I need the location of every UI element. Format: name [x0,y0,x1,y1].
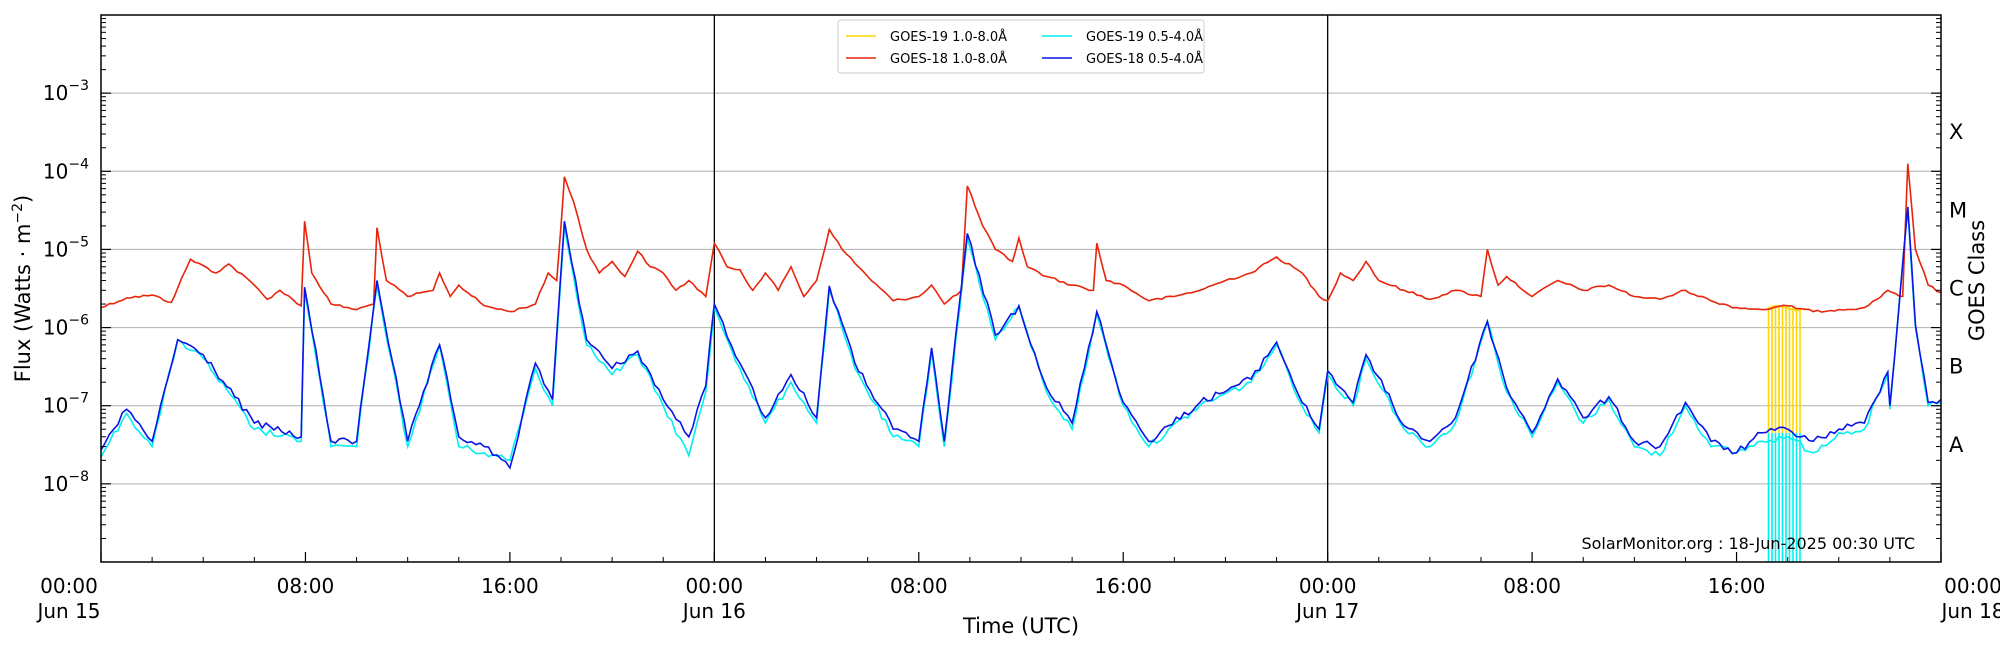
x-tick-date-label: Jun 17 [1294,599,1359,623]
y-tick-label: 10−3 [43,78,89,105]
x-tick-label: 00:00 [40,574,98,598]
x-tick-label: 00:00 [1299,574,1357,598]
y-axis-title: Flux (Watts · m−2) [10,195,35,383]
goes-class-label: B [1949,355,1963,379]
series-lines [100,163,1942,562]
goes-class-label: C [1949,277,1964,301]
x-tick-label: 08:00 [1503,574,1561,598]
y-axis-ticks: 10−8 10−7 10−6 10−5 10−4 10−3 [43,18,1941,539]
series-line-goes18-long [100,163,1942,313]
goes-class-axis-title: GOES Class [1965,220,1989,341]
y-tick-label: 10−6 [43,313,89,340]
grid-lines [101,92,1941,485]
y-tick-label: 10−8 [43,469,89,496]
goes-class-label: A [1949,433,1964,457]
legend-label: GOES-18 1.0-8.0Å [890,51,1007,67]
source-annotation: SolarMonitor.org : 18-Jun-2025 00:30 UTC [1581,534,1915,553]
goes-class-label: M [1949,198,1967,222]
x-tick-label: 00:00 [686,574,744,598]
goes-class-labels: A B C M X [1949,120,1967,457]
x-axis-title: Time (UTC) [962,614,1079,638]
x-tick-label: 16:00 [1708,574,1766,598]
x-tick-date-label: Jun 15 [35,599,100,623]
series-line-goes18-short [100,206,1942,470]
y-tick-label: 10−5 [43,234,89,261]
x-tick-label: 16:00 [481,574,539,598]
day-boundaries [713,15,1329,562]
x-tick-label: 00:00 [1944,574,2000,598]
goes-class-label: X [1949,120,1963,144]
legend: GOES-19 1.0-8.0Å GOES-19 0.5-4.0Å GOES-18 … [837,19,1205,74]
y-tick-label: 10−7 [43,391,89,418]
legend-label: GOES-19 1.0-8.0Å [890,29,1007,45]
x-tick-label: 08:00 [277,574,335,598]
legend-label: GOES-18 0.5-4.0Å [1086,51,1203,67]
x-tick-date-label: Jun 18 [1939,599,2000,623]
x-tick-date-label: Jun 16 [681,599,746,623]
legend-label: GOES-19 0.5-4.0Å [1086,29,1203,45]
y-tick-label: 10−4 [43,156,89,183]
legend-box [837,19,1205,74]
x-tick-label: 16:00 [1094,574,1152,598]
x-tick-label: 08:00 [890,574,948,598]
series-line-goes19-long [1768,304,1801,312]
